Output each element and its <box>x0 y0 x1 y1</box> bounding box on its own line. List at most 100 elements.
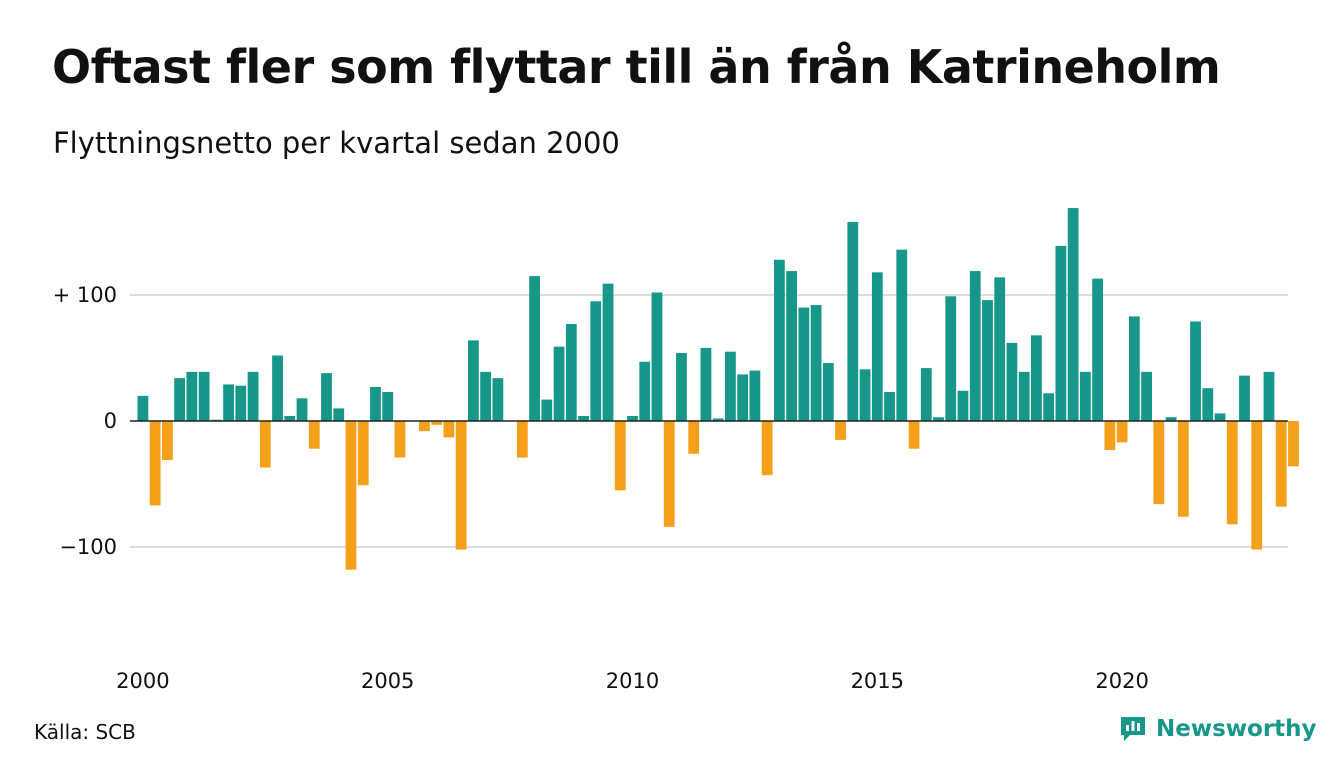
bar <box>357 421 369 486</box>
bar <box>382 392 394 421</box>
bar <box>773 259 785 421</box>
source-label: Källa: SCB <box>34 720 136 744</box>
bar <box>859 369 871 421</box>
bar <box>1116 421 1128 443</box>
bars <box>130 208 1299 570</box>
bar <box>847 221 859 421</box>
bar <box>1263 371 1275 421</box>
bar <box>174 378 186 421</box>
bar <box>1190 321 1201 421</box>
chart-subtitle: Flyttningsnetto per kvartal sedan 2000 <box>53 126 620 160</box>
bar <box>235 385 247 421</box>
bar-chart: + 100 0 −100 2000 2005 2010 2015 2020 <box>53 208 1299 693</box>
bar <box>1031 335 1042 421</box>
bar <box>1214 413 1226 421</box>
bar <box>994 277 1006 421</box>
newsworthy-icon <box>1121 717 1145 741</box>
bar <box>553 346 565 421</box>
bar <box>333 408 345 421</box>
bar <box>455 421 467 550</box>
bar <box>920 368 932 421</box>
bar <box>957 390 969 421</box>
bar <box>676 352 687 421</box>
bar <box>272 355 283 421</box>
bar <box>908 421 920 449</box>
x-tick-labels: 2000 2005 2010 2015 2020 <box>116 669 1149 693</box>
y-tick-labels: + 100 0 −100 <box>53 283 117 559</box>
bar <box>749 370 761 421</box>
bar <box>1165 417 1177 421</box>
bar <box>835 421 846 440</box>
x-tick-label: 2020 <box>1095 669 1148 693</box>
bar <box>651 292 663 421</box>
bar <box>1226 421 1238 525</box>
bar <box>1104 421 1116 450</box>
bar <box>884 392 895 421</box>
bar <box>1202 388 1214 421</box>
bar <box>810 305 822 421</box>
bar <box>871 272 883 421</box>
bar <box>247 371 259 421</box>
bar <box>529 276 540 421</box>
newsworthy-logo[interactable]: Newsworthy <box>1118 714 1317 744</box>
bar <box>725 351 736 421</box>
bar <box>492 378 504 421</box>
bar <box>1141 371 1152 421</box>
bar <box>259 421 271 468</box>
brand-name: Newsworthy <box>1156 716 1317 742</box>
bar <box>933 417 944 421</box>
bar <box>1239 375 1250 421</box>
bar <box>614 421 626 491</box>
bar <box>1018 371 1030 421</box>
bar <box>1177 421 1189 517</box>
bar <box>321 373 332 421</box>
x-tick-label: 2010 <box>606 669 659 693</box>
x-tick-label: 2015 <box>851 669 904 693</box>
bar <box>786 271 798 421</box>
bar <box>186 371 198 421</box>
bar <box>1067 208 1079 421</box>
bar <box>1288 421 1299 467</box>
bar <box>1275 421 1287 507</box>
bar <box>737 374 749 421</box>
bar <box>712 418 724 421</box>
bar <box>296 398 308 421</box>
bar <box>1079 371 1091 421</box>
bar <box>284 415 296 421</box>
bar <box>1043 393 1055 421</box>
bar <box>419 421 430 432</box>
bar <box>1092 278 1104 421</box>
x-tick-label: 2005 <box>361 669 414 693</box>
bar <box>1251 421 1263 550</box>
bar <box>565 323 577 421</box>
bar <box>394 421 406 458</box>
bar <box>688 421 700 454</box>
bar <box>198 371 210 421</box>
bar <box>578 415 589 421</box>
bar <box>516 421 528 458</box>
bar <box>431 421 443 425</box>
bar <box>590 301 602 421</box>
bar <box>602 283 614 421</box>
bar <box>345 421 357 570</box>
bar <box>223 384 234 421</box>
y-tick-label: −100 <box>59 535 117 559</box>
bar <box>161 421 173 461</box>
bar <box>137 395 149 421</box>
bar <box>370 386 381 421</box>
bar <box>1006 342 1018 421</box>
bar <box>480 371 492 421</box>
bar <box>1128 316 1140 421</box>
bar <box>308 421 320 449</box>
bar <box>700 347 712 421</box>
chart-title: Oftast fler som flyttar till än från Kat… <box>52 40 1221 94</box>
y-tick-label: + 100 <box>53 283 117 307</box>
bar <box>969 271 981 421</box>
bar <box>945 296 957 421</box>
y-tick-label: 0 <box>104 409 117 433</box>
bar <box>798 307 810 421</box>
bar <box>467 340 479 421</box>
x-tick-label: 2000 <box>116 669 169 693</box>
bar <box>1153 421 1165 505</box>
bar <box>663 421 675 527</box>
